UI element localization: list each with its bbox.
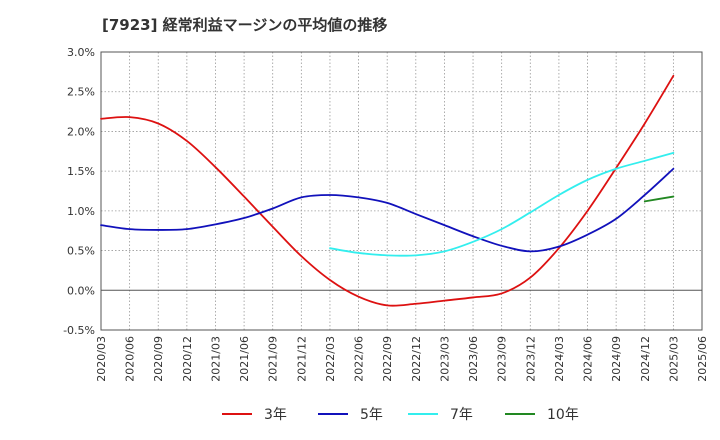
- y-tick-label: 1.5%: [67, 165, 95, 178]
- x-tick-label: 2020/09: [152, 336, 165, 382]
- y-tick-label: 2.0%: [67, 125, 95, 138]
- x-axis: 2020/03 2020/06 2020/09 2020/12 2021/03 2021/…: [95, 336, 709, 382]
- x-tick-label: 2022/12: [410, 336, 423, 382]
- series-line-2: [100, 167, 675, 253]
- x-tick-label: 2021/12: [295, 336, 308, 382]
- y-tick-label: 2.5%: [67, 86, 95, 99]
- x-tick-label: 2024/03: [553, 336, 566, 382]
- legend: 3年 5年 7年 10年: [222, 407, 579, 423]
- x-tick-label: 2023/03: [438, 336, 451, 382]
- plot-frame: [100, 51, 703, 331]
- x-tick-label: 2024/09: [610, 336, 623, 382]
- y-tick-label: 0.0%: [67, 284, 95, 297]
- y-tick-label: 3.0%: [67, 46, 95, 59]
- y-axis: -0.5% 0.0% 0.5% 1.0% 1.5% 2.0% 2.5% 3.0%: [63, 46, 95, 337]
- chart-title: [7923] 経常利益マージンの平均値の推移: [102, 16, 388, 34]
- x-tick-label: 2020/12: [181, 336, 194, 382]
- x-tick-label: 2022/09: [381, 336, 394, 382]
- series-line-4: [643, 195, 675, 203]
- x-tick-label: 2024/12: [639, 336, 652, 382]
- x-tick-label: 2020/03: [95, 336, 108, 382]
- x-tick-label: 2020/06: [124, 336, 137, 382]
- y-tick-label: 0.5%: [67, 245, 95, 258]
- y-tick-label: 1.0%: [67, 205, 95, 218]
- x-tick-label: 2025/06: [696, 336, 709, 382]
- x-tick-label: 2022/06: [353, 336, 366, 382]
- series-line-1: [100, 74, 675, 307]
- legend-label-1: 3年: [264, 407, 287, 423]
- legend-label-3: 7年: [450, 407, 473, 423]
- y-tick-label: -0.5%: [63, 324, 95, 337]
- x-tick-label: 2023/09: [496, 336, 509, 382]
- grid: [101, 52, 702, 330]
- x-tick-label: 2023/06: [467, 336, 480, 382]
- legend-label-4: 10年: [547, 407, 579, 423]
- x-tick-label: 2023/12: [524, 336, 537, 382]
- x-tick-label: 2024/06: [582, 336, 595, 382]
- plot-area: [101, 52, 702, 330]
- x-tick-label: 2021/06: [238, 336, 251, 382]
- series: [100, 74, 675, 307]
- x-tick-label: 2021/03: [209, 336, 222, 382]
- series-line-3: [329, 151, 675, 257]
- x-tick-label: 2021/09: [267, 336, 280, 382]
- legend-label-2: 5年: [360, 407, 383, 423]
- x-tick-label: 2022/03: [324, 336, 337, 382]
- x-tick-label: 2025/03: [667, 336, 680, 382]
